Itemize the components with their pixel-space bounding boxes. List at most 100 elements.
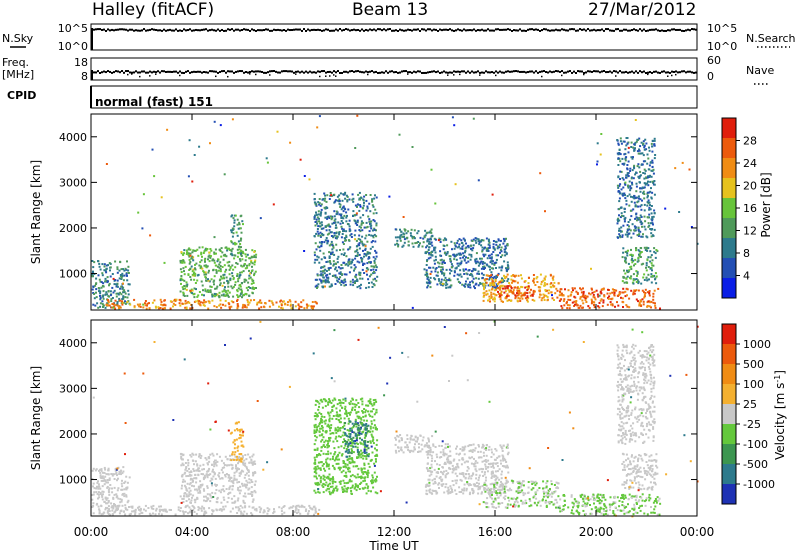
echo-cell [372,205,375,208]
freq-point [203,71,205,74]
echo-cell [401,235,404,238]
echo-cell [425,252,428,255]
nsky-point [217,28,219,31]
nsky-point [511,29,513,32]
echo-cell [238,276,241,279]
echo-cell [228,247,231,250]
echo-cell [182,513,185,515]
echo-cell [640,216,643,218]
echo-cell [439,241,442,243]
echo-cell [516,294,519,297]
echo-cell [230,497,233,500]
freq-point [467,70,469,73]
echo-cell [505,270,508,272]
freq-point [649,71,651,74]
echo-cell [335,224,337,227]
echo-cell [128,476,131,479]
echo-cell [179,304,182,307]
echo-cell [425,269,428,272]
echo-cell [189,482,192,485]
echo-cell [632,293,635,296]
echo-cell [231,481,234,483]
echo-cell [313,235,316,237]
echo-cell [212,471,215,474]
nave-point [131,73,133,75]
echo-cell [371,430,374,433]
echo-cell [314,491,317,494]
echo-cell [646,259,649,262]
echo-cell [126,501,129,504]
echo-cell [573,295,576,298]
echo-cell [575,290,578,293]
nsky-point [123,28,125,31]
echo-cell [131,506,134,509]
echo-cell [532,291,535,294]
echo-cell [98,512,101,515]
echo-cell [628,180,631,183]
echo-cell [356,473,359,476]
echo-cell [180,457,183,460]
nsky-point [155,28,157,31]
echo-cell [427,279,430,281]
echo-cell [333,263,335,266]
echo-cell [188,487,191,490]
echo-cell [369,194,372,196]
echo-cell [601,288,604,291]
echo-cell [633,195,636,198]
echo-cell [315,248,318,251]
nsky-point [377,28,379,31]
echo-cell [183,495,186,498]
echo-cell [621,177,624,180]
echo-cell [495,277,497,280]
echo-cell [651,216,654,219]
echo-cell [236,307,239,310]
echo-cell [426,286,429,289]
echo-cell [205,473,208,476]
echo-cell [136,303,139,306]
echo-cell [204,288,207,291]
echo-cell [637,205,639,208]
echo-cell [244,506,247,509]
echo-cell [145,307,148,310]
echo-cell [620,170,623,173]
echo-cell [579,296,582,299]
echo-cell [543,277,546,280]
echo-cell [355,212,358,215]
echo-cell [487,240,490,243]
echo-cell [634,217,637,220]
echo-cell [199,304,202,307]
echo-cell [206,289,209,292]
echo-cell [356,251,359,254]
echo-cell [313,505,316,508]
echo-cell [483,294,486,297]
freq-point [285,70,287,73]
echo-cell [207,278,209,281]
freq-point [681,70,683,73]
nsky-series [91,28,697,50]
echo-cell [678,211,681,213]
echo-cell [336,195,339,198]
echo-cell [352,426,355,429]
echo-cell [347,481,350,484]
echo-cell [242,223,244,226]
echo-cell [634,278,636,281]
echo-cell [506,266,509,269]
freq-point [119,71,121,74]
echo-cell [251,463,254,466]
echo-cell [329,261,332,264]
colorbar-tick-label: 8 [743,247,750,260]
freq-point [513,70,515,73]
echo-cell [477,264,480,267]
nsky-point [611,29,613,32]
echo-cell [209,255,212,257]
freq-point [169,70,171,73]
echo-cell [230,305,233,308]
echo-cell [334,266,337,269]
echo-cell [213,279,216,282]
freq-point [297,70,299,73]
echo-cell [348,219,351,222]
echo-cell [218,455,221,458]
echo-cell [160,508,163,511]
echo-cell [305,303,308,306]
echo-cell [320,281,323,284]
